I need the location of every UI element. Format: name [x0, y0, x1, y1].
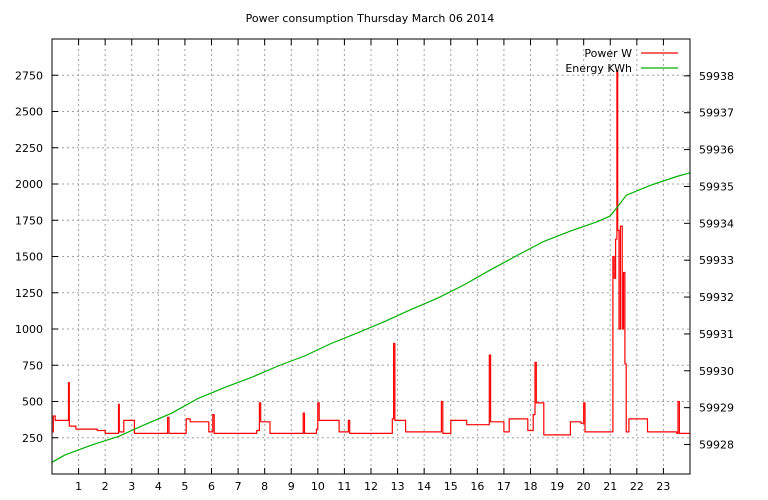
x-tick-label: 20 [577, 480, 591, 493]
x-tick-label: 7 [235, 480, 242, 493]
series-lines [51, 70, 691, 463]
legend-label: Power W [584, 47, 632, 60]
x-tick-label: 8 [261, 480, 268, 493]
y2-tick-label: 59930 [699, 365, 734, 378]
x-tick-label: 4 [155, 480, 162, 493]
x-tick-label: 13 [391, 480, 405, 493]
x-tick-label: 19 [550, 480, 564, 493]
x-tick-label: 11 [337, 480, 351, 493]
y2-tick-label: 59932 [699, 291, 734, 304]
y-tick-label: 250 [22, 432, 43, 445]
y2-tick-label: 59938 [699, 70, 734, 83]
x-tick-label: 6 [208, 480, 215, 493]
x-tick-label: 9 [288, 480, 295, 493]
y-tick-label: 2750 [15, 69, 43, 82]
legend-label: Energy KWh [565, 62, 632, 75]
x-tick-label: 3 [128, 480, 135, 493]
y2-tick-label: 59931 [699, 328, 734, 341]
energy-kwh-line [51, 172, 691, 463]
x-tick-label: 15 [444, 480, 458, 493]
y-tick-label: 1000 [15, 323, 43, 336]
y2-tick-label: 59928 [699, 439, 734, 452]
x-tick-label: 1 [75, 480, 82, 493]
x-tick-label: 23 [656, 480, 670, 493]
x-tick-label: 17 [497, 480, 511, 493]
y2-tick-label: 59935 [699, 180, 734, 193]
y-tick-label: 500 [22, 396, 43, 409]
y2-tick-label: 59929 [699, 402, 734, 415]
y2-tick-label: 59933 [699, 254, 734, 267]
y2-tick-label: 59937 [699, 107, 734, 120]
y-tick-label: 2250 [15, 142, 43, 155]
x-tick-label: 14 [417, 480, 431, 493]
x-tick-label: 16 [470, 480, 484, 493]
gridlines [52, 39, 690, 474]
y-tick-label: 1500 [15, 251, 43, 264]
y-tick-label: 750 [22, 359, 43, 372]
x-tick-label: 2 [102, 480, 109, 493]
axis-ticks: 1 2 3 4 5 6 7 8 9 10 11 12 13 14 15 16 17 18 19 20 21 22 23250… [15, 39, 734, 493]
x-tick-label: 12 [364, 480, 378, 493]
x-tick-label: 10 [311, 480, 325, 493]
power-w-line [52, 70, 690, 436]
y2-tick-label: 59936 [699, 144, 734, 157]
y2-tick-label: 59934 [699, 217, 734, 230]
chart-title: Power consumption Thursday March 06 2014 [246, 12, 495, 25]
y-tick-label: 1250 [15, 287, 43, 300]
y-tick-label: 2500 [15, 106, 43, 119]
x-tick-label: 18 [524, 480, 538, 493]
y-tick-label: 1750 [15, 214, 43, 227]
x-tick-label: 5 [181, 480, 188, 493]
x-tick-label: 21 [603, 480, 617, 493]
y-tick-label: 2000 [15, 178, 43, 191]
x-tick-label: 22 [630, 480, 644, 493]
legend: Power W Energy KWh [565, 47, 678, 75]
